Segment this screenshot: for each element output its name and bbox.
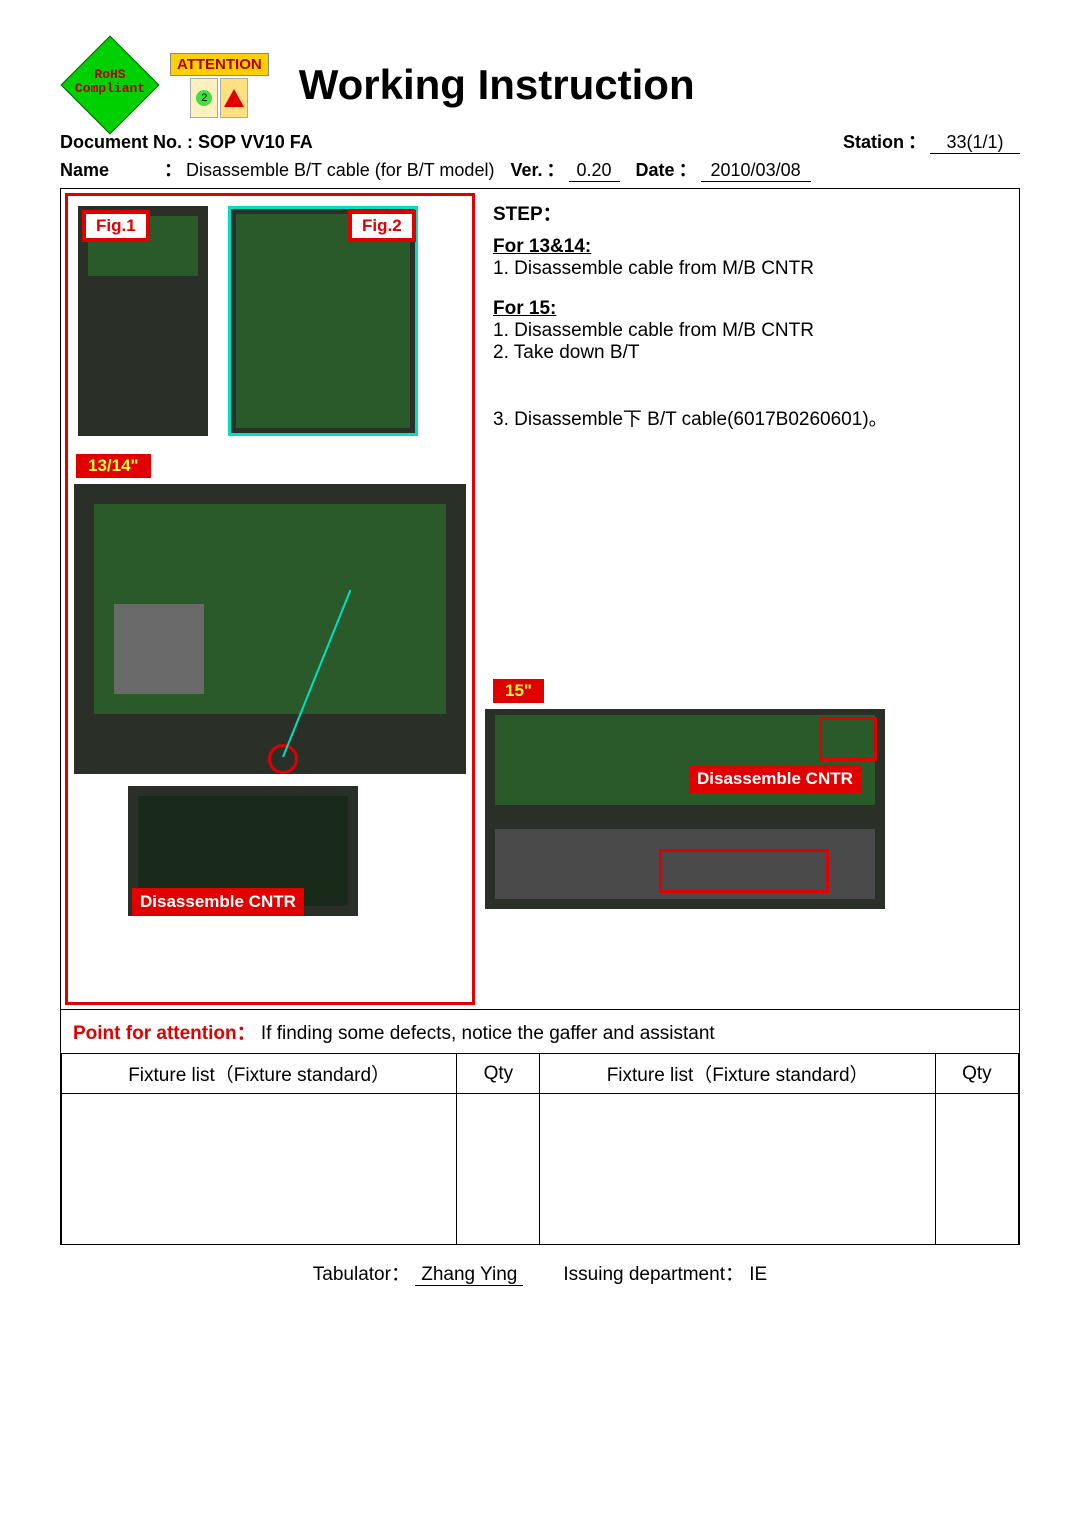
station-label: Station xyxy=(843,132,904,153)
size-15-label: 15" xyxy=(493,679,544,703)
attention-icon-number: 2 xyxy=(190,78,218,118)
attention-row: Point for attention： If finding some def… xyxy=(61,1009,1019,1053)
date-value: 2010/03/08 xyxy=(701,160,811,182)
callout-red-box-15b xyxy=(659,849,829,893)
date-label: Date xyxy=(636,160,675,181)
disassemble-cntr-left: Disassemble CNTR xyxy=(132,888,304,916)
fixture-cell-4 xyxy=(935,1094,1018,1244)
header-row: RoHS Compliant ATTENTION 2 Working Instr… xyxy=(60,50,1020,120)
disassemble-cntr-right: Disassemble CNTR xyxy=(689,765,861,793)
left-column: Fig.1 Fig.2 13/14" xyxy=(65,193,475,1005)
ver-label: Ver. xyxy=(510,160,542,181)
fixture-col-2: Qty xyxy=(457,1054,540,1094)
station-value: 33(1/1) xyxy=(930,132,1020,154)
doc-no-label: Document No. : SOP VV10 FA xyxy=(60,132,313,153)
fig2-label: Fig.2 xyxy=(348,210,416,242)
tabulator-value: Zhang Ying xyxy=(415,1264,523,1286)
size-1314-label: 13/14" xyxy=(76,454,151,478)
callout-red-circle xyxy=(268,744,298,774)
fixture-cell-1 xyxy=(62,1094,457,1244)
page-title: Working Instruction xyxy=(299,61,695,109)
fixture-cell-3 xyxy=(540,1094,935,1244)
step-1314-1: 1. Disassemble cable from M/B CNTR xyxy=(493,258,1005,280)
step-15-2: 2. Take down B/T xyxy=(493,342,1005,364)
footer-line: Tabulator： Zhang Ying Issuing department… xyxy=(60,1259,1020,1286)
callout-red-box-15 xyxy=(819,717,877,761)
fixture-table: Fixture list（Fixture standard） Qty Fixtu… xyxy=(61,1053,1019,1244)
name-value: Disassemble B/T cable (for B/T model) xyxy=(186,160,494,181)
rohs-line2: Compliant xyxy=(75,81,145,96)
photo-motherboard-1314 xyxy=(74,484,466,774)
attention-block: ATTENTION 2 xyxy=(170,53,269,118)
step-sub-1314: For 13&14: xyxy=(493,236,1005,258)
attention-icon-warning xyxy=(220,78,248,118)
dept-label: Issuing department： xyxy=(563,1264,744,1285)
dept-value: IE xyxy=(749,1264,767,1285)
rohs-line1: RoHS xyxy=(94,67,125,82)
attention-label-text: Point for attention： xyxy=(73,1023,256,1044)
right-column: STEP： For 13&14: 1. Disassemble cable fr… xyxy=(479,189,1019,1009)
fixture-col-1: Fixture list（Fixture standard） xyxy=(62,1054,457,1094)
attention-text: If finding some defects, notice the gaff… xyxy=(261,1023,715,1044)
step-15-1: 1. Disassemble cable from M/B CNTR xyxy=(493,320,1005,342)
fixture-col-3: Fixture list（Fixture standard） xyxy=(540,1054,935,1094)
ver-value: 0.20 xyxy=(569,160,620,182)
attention-label: ATTENTION xyxy=(170,53,269,76)
rohs-badge: RoHS Compliant xyxy=(60,50,160,120)
step-sub-15: For 15: xyxy=(493,298,1005,320)
fixture-col-4: Qty xyxy=(935,1054,1018,1094)
meta-line-2: Name ： Disassemble B/T cable (for B/T mo… xyxy=(60,156,1020,182)
tabulator-label: Tabulator： xyxy=(313,1264,410,1285)
step-3: 3. Disassemble下 B/T cable(6017B0260601)。 xyxy=(493,404,1005,431)
name-label: Name xyxy=(60,160,160,181)
content-frame: Fig.1 Fig.2 13/14" xyxy=(60,188,1020,1245)
fixture-cell-2 xyxy=(457,1094,540,1244)
meta-line-1: Document No. : SOP VV10 FA Station ： 33(… xyxy=(60,128,1020,154)
step-title: STEP： xyxy=(493,199,1005,226)
fig1-label: Fig.1 xyxy=(82,210,150,242)
